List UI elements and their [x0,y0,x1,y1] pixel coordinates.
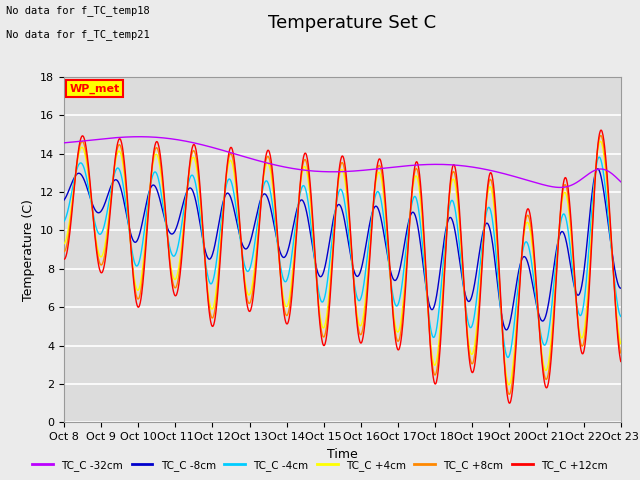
Text: Temperature Set C: Temperature Set C [268,14,436,33]
X-axis label: Time: Time [327,448,358,461]
Text: WP_met: WP_met [70,84,120,94]
Y-axis label: Temperature (C): Temperature (C) [22,199,35,300]
Legend: TC_C -32cm, TC_C -8cm, TC_C -4cm, TC_C +4cm, TC_C +8cm, TC_C +12cm: TC_C -32cm, TC_C -8cm, TC_C -4cm, TC_C +… [28,456,612,475]
Text: No data for f_TC_temp21: No data for f_TC_temp21 [6,29,150,40]
Text: No data for f_TC_temp18: No data for f_TC_temp18 [6,5,150,16]
